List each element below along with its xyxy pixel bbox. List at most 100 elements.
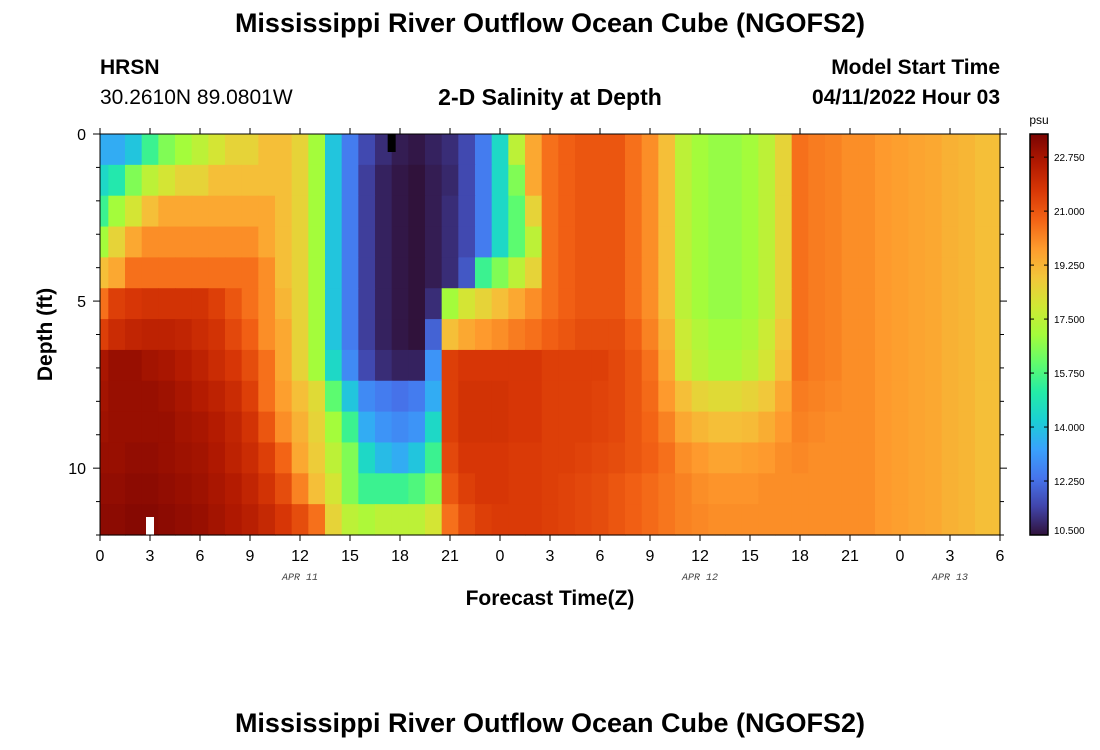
heatmap-cell xyxy=(541,411,559,444)
heatmap-cell xyxy=(575,319,593,351)
heatmap-cell xyxy=(591,473,609,505)
heatmap-cell xyxy=(775,288,793,320)
heatmap-cell xyxy=(508,195,526,228)
heatmap-cell xyxy=(691,288,709,320)
heatmap-cell xyxy=(958,134,976,166)
heatmap-cell xyxy=(125,504,143,536)
heatmap-cell xyxy=(508,380,526,413)
heatmap-cell xyxy=(100,349,109,382)
heatmap-cell xyxy=(191,164,209,197)
heatmap-cell xyxy=(325,226,343,258)
heatmap-cell xyxy=(541,442,559,474)
heatmap-cell xyxy=(158,288,176,320)
heatmap-cell xyxy=(908,504,926,536)
heatmap-cell xyxy=(375,504,393,536)
heatmap-cell xyxy=(191,411,209,444)
heatmap-cell xyxy=(308,504,326,536)
chart-subtitle: 2-D Salinity at Depth xyxy=(438,84,662,110)
heatmap-cell xyxy=(341,349,359,382)
y-tick-label: 10 xyxy=(68,461,86,478)
heatmap-cell xyxy=(808,288,826,320)
heatmap-cell xyxy=(125,134,143,166)
heatmap-cell xyxy=(708,380,726,413)
heatmap-cell xyxy=(908,411,926,444)
heatmap-cell xyxy=(925,349,943,382)
station-coordinates: 30.2610N 89.0801W xyxy=(100,86,293,109)
heatmap-cell xyxy=(308,226,326,258)
heatmap-cell xyxy=(708,473,726,505)
heatmap-cell xyxy=(641,380,659,413)
heatmap-cell xyxy=(225,288,243,320)
heatmap-cell xyxy=(625,164,643,197)
heatmap-cell xyxy=(858,164,876,197)
heatmap-cell xyxy=(275,473,293,505)
heatmap-cell xyxy=(891,226,909,258)
heatmap-cell xyxy=(208,504,226,536)
heatmap-cell xyxy=(925,411,943,444)
heatmap-cell xyxy=(575,134,593,166)
heatmap-cell xyxy=(525,504,543,536)
heatmap-cell xyxy=(391,380,409,413)
y-axis-label: Depth (ft) xyxy=(34,288,57,381)
heatmap-cell xyxy=(958,257,976,289)
heatmap-cell xyxy=(625,134,643,166)
heatmap-cell xyxy=(675,164,693,197)
heatmap-cell xyxy=(225,257,243,289)
heatmap-cell xyxy=(808,257,826,289)
heatmap-cell xyxy=(525,195,543,228)
heatmap-cell xyxy=(741,442,759,474)
colorbar-tick-label: 22.750 xyxy=(1054,153,1085,164)
heatmap-cell xyxy=(108,319,126,351)
heatmap-cell xyxy=(108,442,126,474)
x-tick-label: 9 xyxy=(246,548,255,565)
x-tick-label: 6 xyxy=(596,548,605,565)
heatmap-cell xyxy=(141,442,159,474)
heatmap-cell xyxy=(875,257,893,289)
heatmap-cell xyxy=(191,195,209,228)
heatmap-cell xyxy=(391,504,409,536)
heatmap-cell xyxy=(241,134,259,166)
heatmap-cell xyxy=(791,257,809,289)
heatmap-cell xyxy=(208,134,226,166)
heatmap-cell xyxy=(908,195,926,228)
heatmap-cell xyxy=(941,380,959,413)
heatmap-cell xyxy=(641,349,659,382)
heatmap-cell xyxy=(841,504,859,536)
heatmap-cell xyxy=(241,442,259,474)
heatmap-cell xyxy=(775,195,793,228)
heatmap-cell xyxy=(791,164,809,197)
heatmap-cell xyxy=(525,411,543,444)
heatmap-cell xyxy=(608,411,626,444)
heatmap-cell xyxy=(291,349,309,382)
x-tick-label: 0 xyxy=(96,548,105,565)
heatmap-cell xyxy=(625,473,643,505)
heatmap-cell xyxy=(541,349,559,382)
heatmap-cell xyxy=(125,473,143,505)
heatmap-cell xyxy=(558,164,576,197)
heatmap-cell xyxy=(275,504,293,536)
heatmap-cell xyxy=(141,134,159,166)
heatmap-cell xyxy=(808,319,826,351)
chart-title: Mississippi River Outflow Ocean Cube (NG… xyxy=(234,8,866,38)
heatmap-cell xyxy=(341,257,359,289)
heatmap-cell xyxy=(725,411,743,444)
heatmap-cell xyxy=(208,288,226,320)
heatmap-cell xyxy=(691,504,709,536)
heatmap-cell xyxy=(608,319,626,351)
heatmap-cell xyxy=(408,473,426,505)
heatmap-cell xyxy=(241,504,259,536)
y-tick-label: 5 xyxy=(77,294,86,311)
heatmap-cell xyxy=(258,411,276,444)
heatmap-cell xyxy=(791,380,809,413)
heatmap-cell xyxy=(158,473,176,505)
heatmap-cell xyxy=(441,411,459,444)
heatmap-cell xyxy=(141,349,159,382)
heatmap-cell xyxy=(975,349,993,382)
heatmap-cell xyxy=(875,349,893,382)
heatmap-cell xyxy=(891,288,909,320)
heatmap-cell xyxy=(958,411,976,444)
heatmap-cell xyxy=(941,504,959,536)
heatmap-cell xyxy=(591,411,609,444)
heatmap-cell xyxy=(741,411,759,444)
heatmap-cell xyxy=(625,257,643,289)
